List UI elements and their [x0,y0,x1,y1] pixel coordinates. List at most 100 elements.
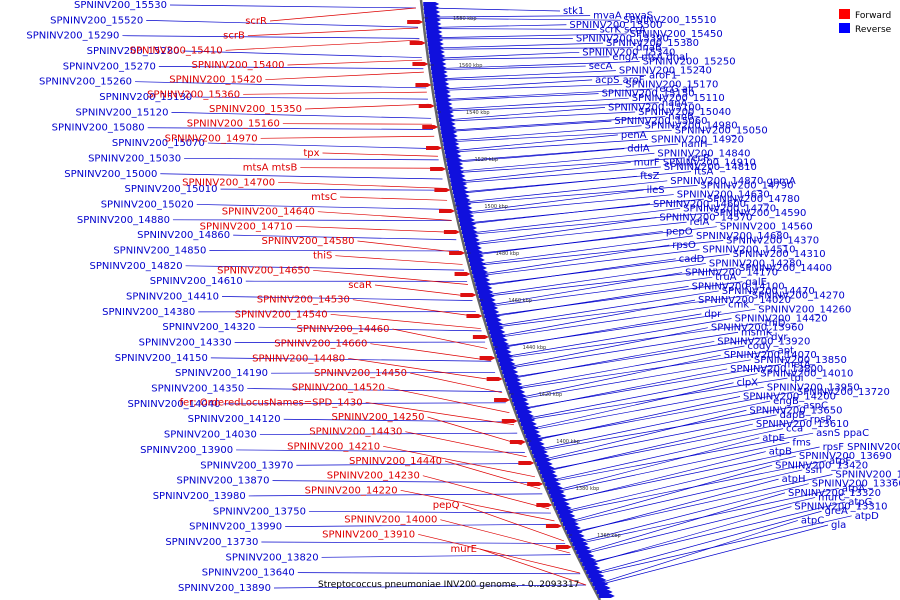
reverse-feature [447,162,464,166]
gene-label: SPNINV200_13680 [835,470,900,481]
reverse-feature [451,182,468,186]
gene-label: SPNINV200_13960 [711,323,804,334]
gene-label: SPNINV200_14250 [331,412,424,423]
gene-label: murF SPNINV200_14910 [634,157,756,168]
leader-line [455,162,631,183]
leader-line [272,480,538,484]
leader-line [577,487,839,545]
forward-feature [430,167,447,171]
leader-line [348,357,498,381]
gene-label: SPNINV200_15240 [619,66,712,77]
reverse-feature [426,34,443,38]
gene-label: thiD [765,318,786,329]
gene-label: SPNINV200_13320 [788,488,881,499]
reverse-feature [566,530,583,534]
reverse-feature [455,202,472,206]
gene-label: SPNINV200_14420 [735,313,828,324]
gene-label: SPNINV200_15260 [39,77,132,88]
leader-line [435,65,586,71]
leader-line [535,400,771,451]
reverse-feature [428,46,445,50]
leader-line [434,56,610,60]
gene-label: tpi [790,373,803,384]
reverse-feature [557,510,574,514]
forward-feature [434,188,451,192]
reverse-feature [444,146,461,150]
gene-label: SPNINV200_14370 [726,235,819,246]
gene-label: mvaA mvaS [593,11,653,22]
gene-label: SPNINV200_13980 [153,491,246,502]
reverse-feature [479,298,496,302]
leader-line [259,432,518,435]
leader-line [480,258,676,287]
leader-line [597,520,798,585]
reverse-feature [476,286,493,290]
leader-line [169,4,416,9]
reverse-feature [441,134,458,138]
leader-line [567,469,803,524]
leader-line [586,501,846,564]
leader-line [430,28,597,30]
reverse-feature [436,102,453,106]
gene-label: SPNINV200_15100 [608,102,701,113]
leader-line [195,96,428,100]
reverse-feature [580,558,597,562]
gene-label: SPNINV200_15160 [187,119,280,130]
leader-line [220,188,445,191]
reverse-feature [540,470,557,474]
gene-label: nanB [668,112,694,123]
leader-line [512,345,745,389]
gene-label: SPNINV200_13800 [730,364,823,375]
reverse-feature [520,422,537,426]
reverse-feature [561,518,578,522]
legend-reverse-label: Reverse [855,25,892,35]
gene-label: SPNINV200_14660 [274,339,367,350]
gene-label: SPNINV200_13360 [812,479,900,490]
genome-axis [419,0,602,600]
gene-label: SPNINV200_13730 [165,537,258,548]
leader-line [539,409,747,461]
gene-label: rpsR [810,414,833,425]
leader-line [260,135,435,139]
leader-line [352,299,478,317]
leader-line [592,510,822,574]
gene-label: SPNINV200_14010 [760,369,853,380]
leader-line [405,431,527,458]
reverse-feature [428,50,445,54]
leader-line [447,125,642,142]
axis-tick-label: 1500 kbp [484,204,508,210]
gene-label: SPNINV200_14190 [175,368,268,379]
forward-feature [555,545,572,549]
gene-label: SPNINV200_14590 [713,208,806,219]
gene-label: SPNINV200_15360 [147,89,240,100]
reverse-feature [536,462,553,466]
reverse-feature [438,114,455,118]
gene-label: SPNINV200_14330 [139,338,232,349]
gene-label: asnS ppaC [816,428,869,439]
reverse-feature [466,250,483,254]
reverse-feature [448,170,465,174]
leader-line [172,219,452,221]
reverse-feature [550,494,567,498]
legend: Forward Reverse [839,9,892,35]
leader-line [296,463,530,466]
leader-line [581,492,786,554]
gene-label: SPNINV200_13870 [176,476,269,487]
gene-label: SPNINV200_14510 [702,245,795,256]
leader-line [427,416,522,446]
axis-tick-label: 1420 kbp [539,392,563,398]
forward-feature [479,356,496,360]
gene-label: SPNINV200_15010 [124,184,217,195]
reverse-feature [424,10,441,14]
leader-line [221,296,473,301]
leader-line [269,7,416,22]
leader-line [459,185,698,205]
gene-label: SPNINV200_14270 [752,291,845,302]
axis-tick-label: 1520 kbp [474,157,498,163]
gene-label: SPNINV200_15170 [625,79,718,90]
leader-line [464,203,651,225]
gene-label: SPNINV200_14460 [296,324,389,335]
leader-line [492,290,719,327]
reverse-feature [426,30,443,34]
leader-line [467,212,711,236]
